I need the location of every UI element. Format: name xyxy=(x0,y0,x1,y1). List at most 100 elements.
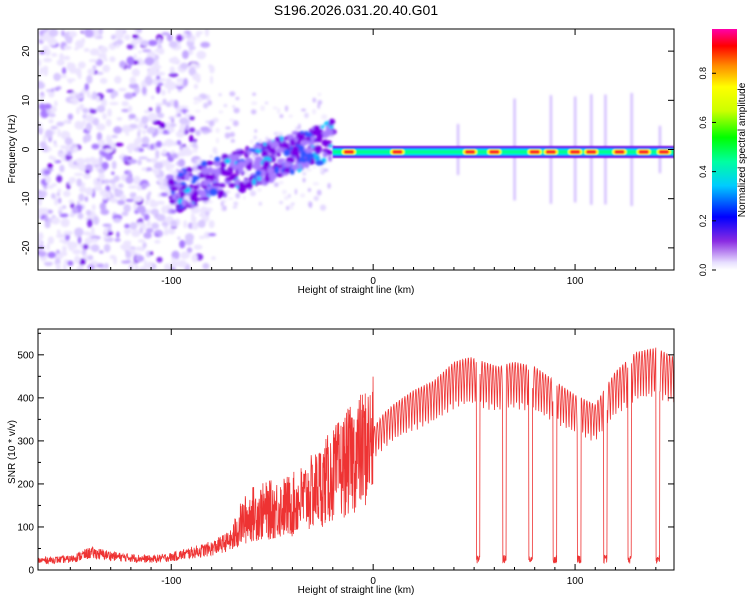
noise-blob xyxy=(48,91,55,98)
noise-blob xyxy=(71,143,77,148)
noise-blob xyxy=(43,261,54,265)
chirp-blob xyxy=(200,160,208,167)
noise-blob xyxy=(298,123,301,130)
noise-blob xyxy=(59,152,63,156)
noise-blob xyxy=(78,193,85,202)
noise-blob xyxy=(287,193,291,199)
noise-blob xyxy=(156,48,165,53)
noise-blob xyxy=(108,179,117,184)
chirp-blob xyxy=(170,209,177,214)
noise-blob xyxy=(79,186,87,193)
colorbar-ticks: 0.0 0.2 0.4 0.6 0.8 xyxy=(698,67,716,276)
noise-blob xyxy=(319,204,327,211)
noise-blob xyxy=(46,109,51,114)
chirp-blob xyxy=(263,150,268,158)
noise-blob xyxy=(71,206,79,214)
noise-blob xyxy=(76,106,80,115)
colorbar-tick-label: 0.6 xyxy=(698,116,708,129)
tone-core xyxy=(332,149,674,154)
chirp-blob xyxy=(283,161,292,168)
noise-blob xyxy=(38,127,44,133)
chirp-blob xyxy=(171,193,177,200)
noise-blob xyxy=(154,161,164,170)
noise-blob xyxy=(63,45,72,50)
noise-blob xyxy=(98,167,105,174)
noise-blob xyxy=(176,34,183,42)
noise-blob xyxy=(110,34,116,40)
noise-blob xyxy=(177,236,181,240)
noise-blob xyxy=(91,204,96,211)
noise-blob xyxy=(312,165,317,169)
snr-y-label: SNR (10 * v/v) xyxy=(7,420,18,484)
noise-blob xyxy=(46,147,52,152)
noise-blob xyxy=(157,82,164,86)
noise-blob xyxy=(55,233,66,239)
noise-blob xyxy=(93,185,103,191)
chirp-blob xyxy=(314,148,321,155)
noise-blob xyxy=(56,191,61,197)
noise-blob xyxy=(68,31,77,38)
noise-blob xyxy=(327,182,331,189)
noise-blob xyxy=(152,120,162,125)
noise-blob xyxy=(102,112,107,120)
noise-blob xyxy=(79,103,85,111)
noise-blob xyxy=(102,64,111,73)
noise-blob xyxy=(151,169,158,173)
noise-blob xyxy=(89,156,95,161)
noise-blob xyxy=(172,56,179,65)
noise-blob xyxy=(121,100,129,107)
noise-blob xyxy=(136,185,142,191)
noise-blob xyxy=(99,46,108,53)
noise-blob xyxy=(136,205,146,214)
noise-blob xyxy=(56,229,61,235)
noise-blob xyxy=(178,105,189,109)
chirp-blob xyxy=(238,185,247,194)
noise-blob xyxy=(92,117,100,126)
noise-blob xyxy=(98,180,103,187)
chirp-blob xyxy=(315,135,323,143)
noise-blob xyxy=(39,51,46,55)
noise-blob xyxy=(132,34,139,39)
noise-blob xyxy=(109,56,116,63)
noise-blob xyxy=(193,244,203,250)
noise-blob xyxy=(111,171,115,175)
noise-blob xyxy=(47,184,54,189)
noise-blob xyxy=(307,188,312,192)
noise-blob xyxy=(182,146,190,151)
noise-blob xyxy=(150,208,159,216)
chirp-blob xyxy=(201,181,210,186)
noise-blob xyxy=(276,131,283,135)
noise-blob xyxy=(99,202,107,211)
noise-blob xyxy=(46,242,50,251)
noise-blob xyxy=(224,190,231,194)
chirp-blob xyxy=(228,183,236,188)
noise-blob xyxy=(85,29,94,38)
noise-blob xyxy=(114,142,124,147)
noise-blob xyxy=(196,54,206,58)
noise-blob xyxy=(302,171,307,176)
noise-blob xyxy=(177,151,181,158)
noise-blob xyxy=(51,217,61,225)
noise-blob xyxy=(205,120,210,124)
noise-blob xyxy=(85,122,93,132)
noise-blob xyxy=(138,50,142,54)
noise-blob xyxy=(83,48,90,53)
noise-blob xyxy=(53,140,57,144)
noise-blob xyxy=(235,96,240,101)
tone-band xyxy=(332,145,674,158)
chirp-blob xyxy=(224,158,232,164)
noise-blob xyxy=(146,220,151,228)
noise-blob xyxy=(88,59,98,63)
noise-blob xyxy=(53,143,58,147)
noise-blob xyxy=(169,123,177,128)
noise-blob xyxy=(115,39,124,45)
noise-blob xyxy=(87,264,95,270)
noise-blob xyxy=(59,164,65,173)
noise-blob xyxy=(42,134,47,143)
noise-blob xyxy=(109,101,119,106)
noise-blob xyxy=(58,206,64,212)
chirp-blob xyxy=(208,188,218,196)
noise-blob xyxy=(93,216,100,225)
noise-blob xyxy=(154,239,161,244)
noise-blob xyxy=(316,189,322,196)
